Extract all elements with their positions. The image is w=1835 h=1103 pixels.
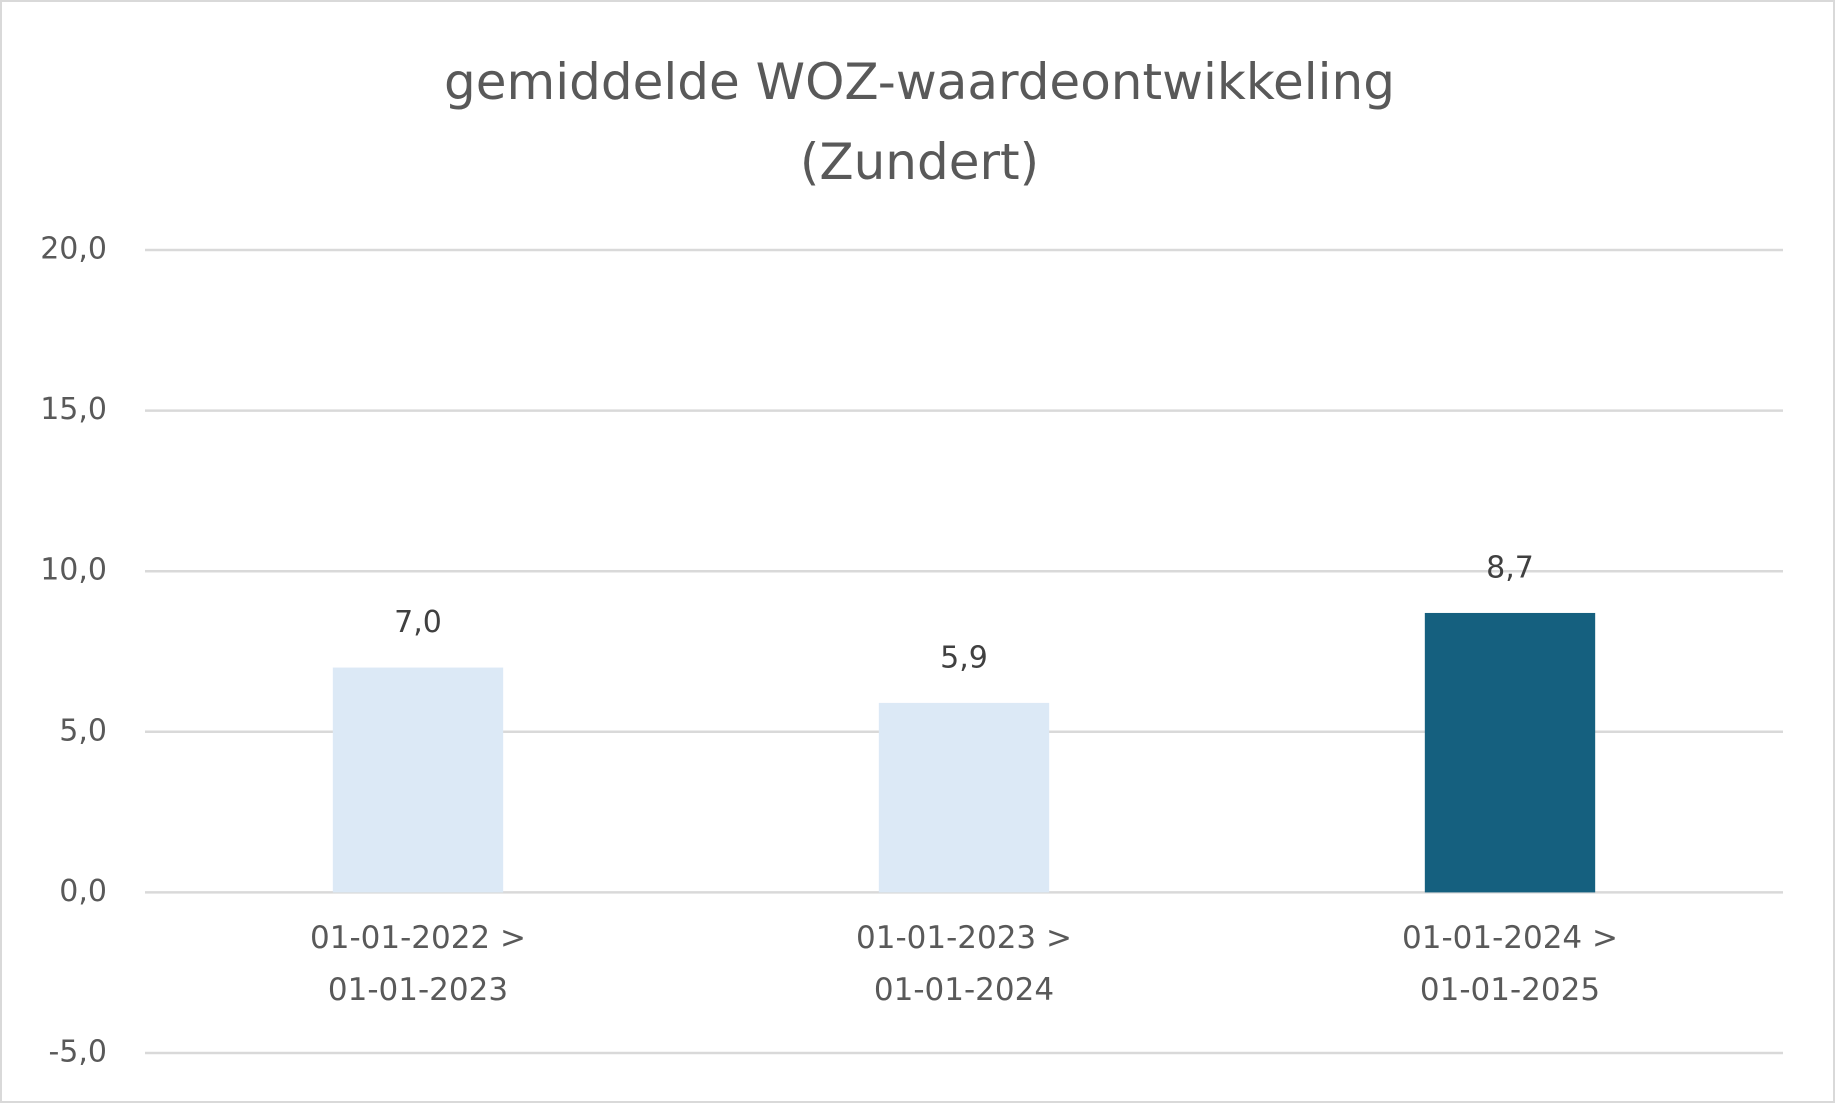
y-tick-label: 5,0 [59,713,107,748]
bar [332,667,504,893]
y-tick-label: 20,0 [40,232,107,267]
y-tick-label: 15,0 [40,392,107,427]
y-tick-label: -5,0 [48,1035,107,1070]
x-tick-label: 01-01-2022 > 01-01-2023 [310,920,526,1009]
bar [1424,612,1596,893]
y-tick-label: 0,0 [59,874,107,909]
value-label: 5,9 [940,640,988,675]
value-label: 7,0 [394,605,442,640]
x-tick-label: 01-01-2023 > 01-01-2024 [856,920,1072,1009]
y-tick-label: 10,0 [40,553,107,588]
value-label: 8,7 [1486,550,1534,585]
x-tick-label: 01-01-2024 > 01-01-2025 [1402,920,1618,1009]
bar [878,702,1050,893]
chart-title: gemiddelde WOZ-waardeontwikkeling (Zunde… [444,53,1395,191]
